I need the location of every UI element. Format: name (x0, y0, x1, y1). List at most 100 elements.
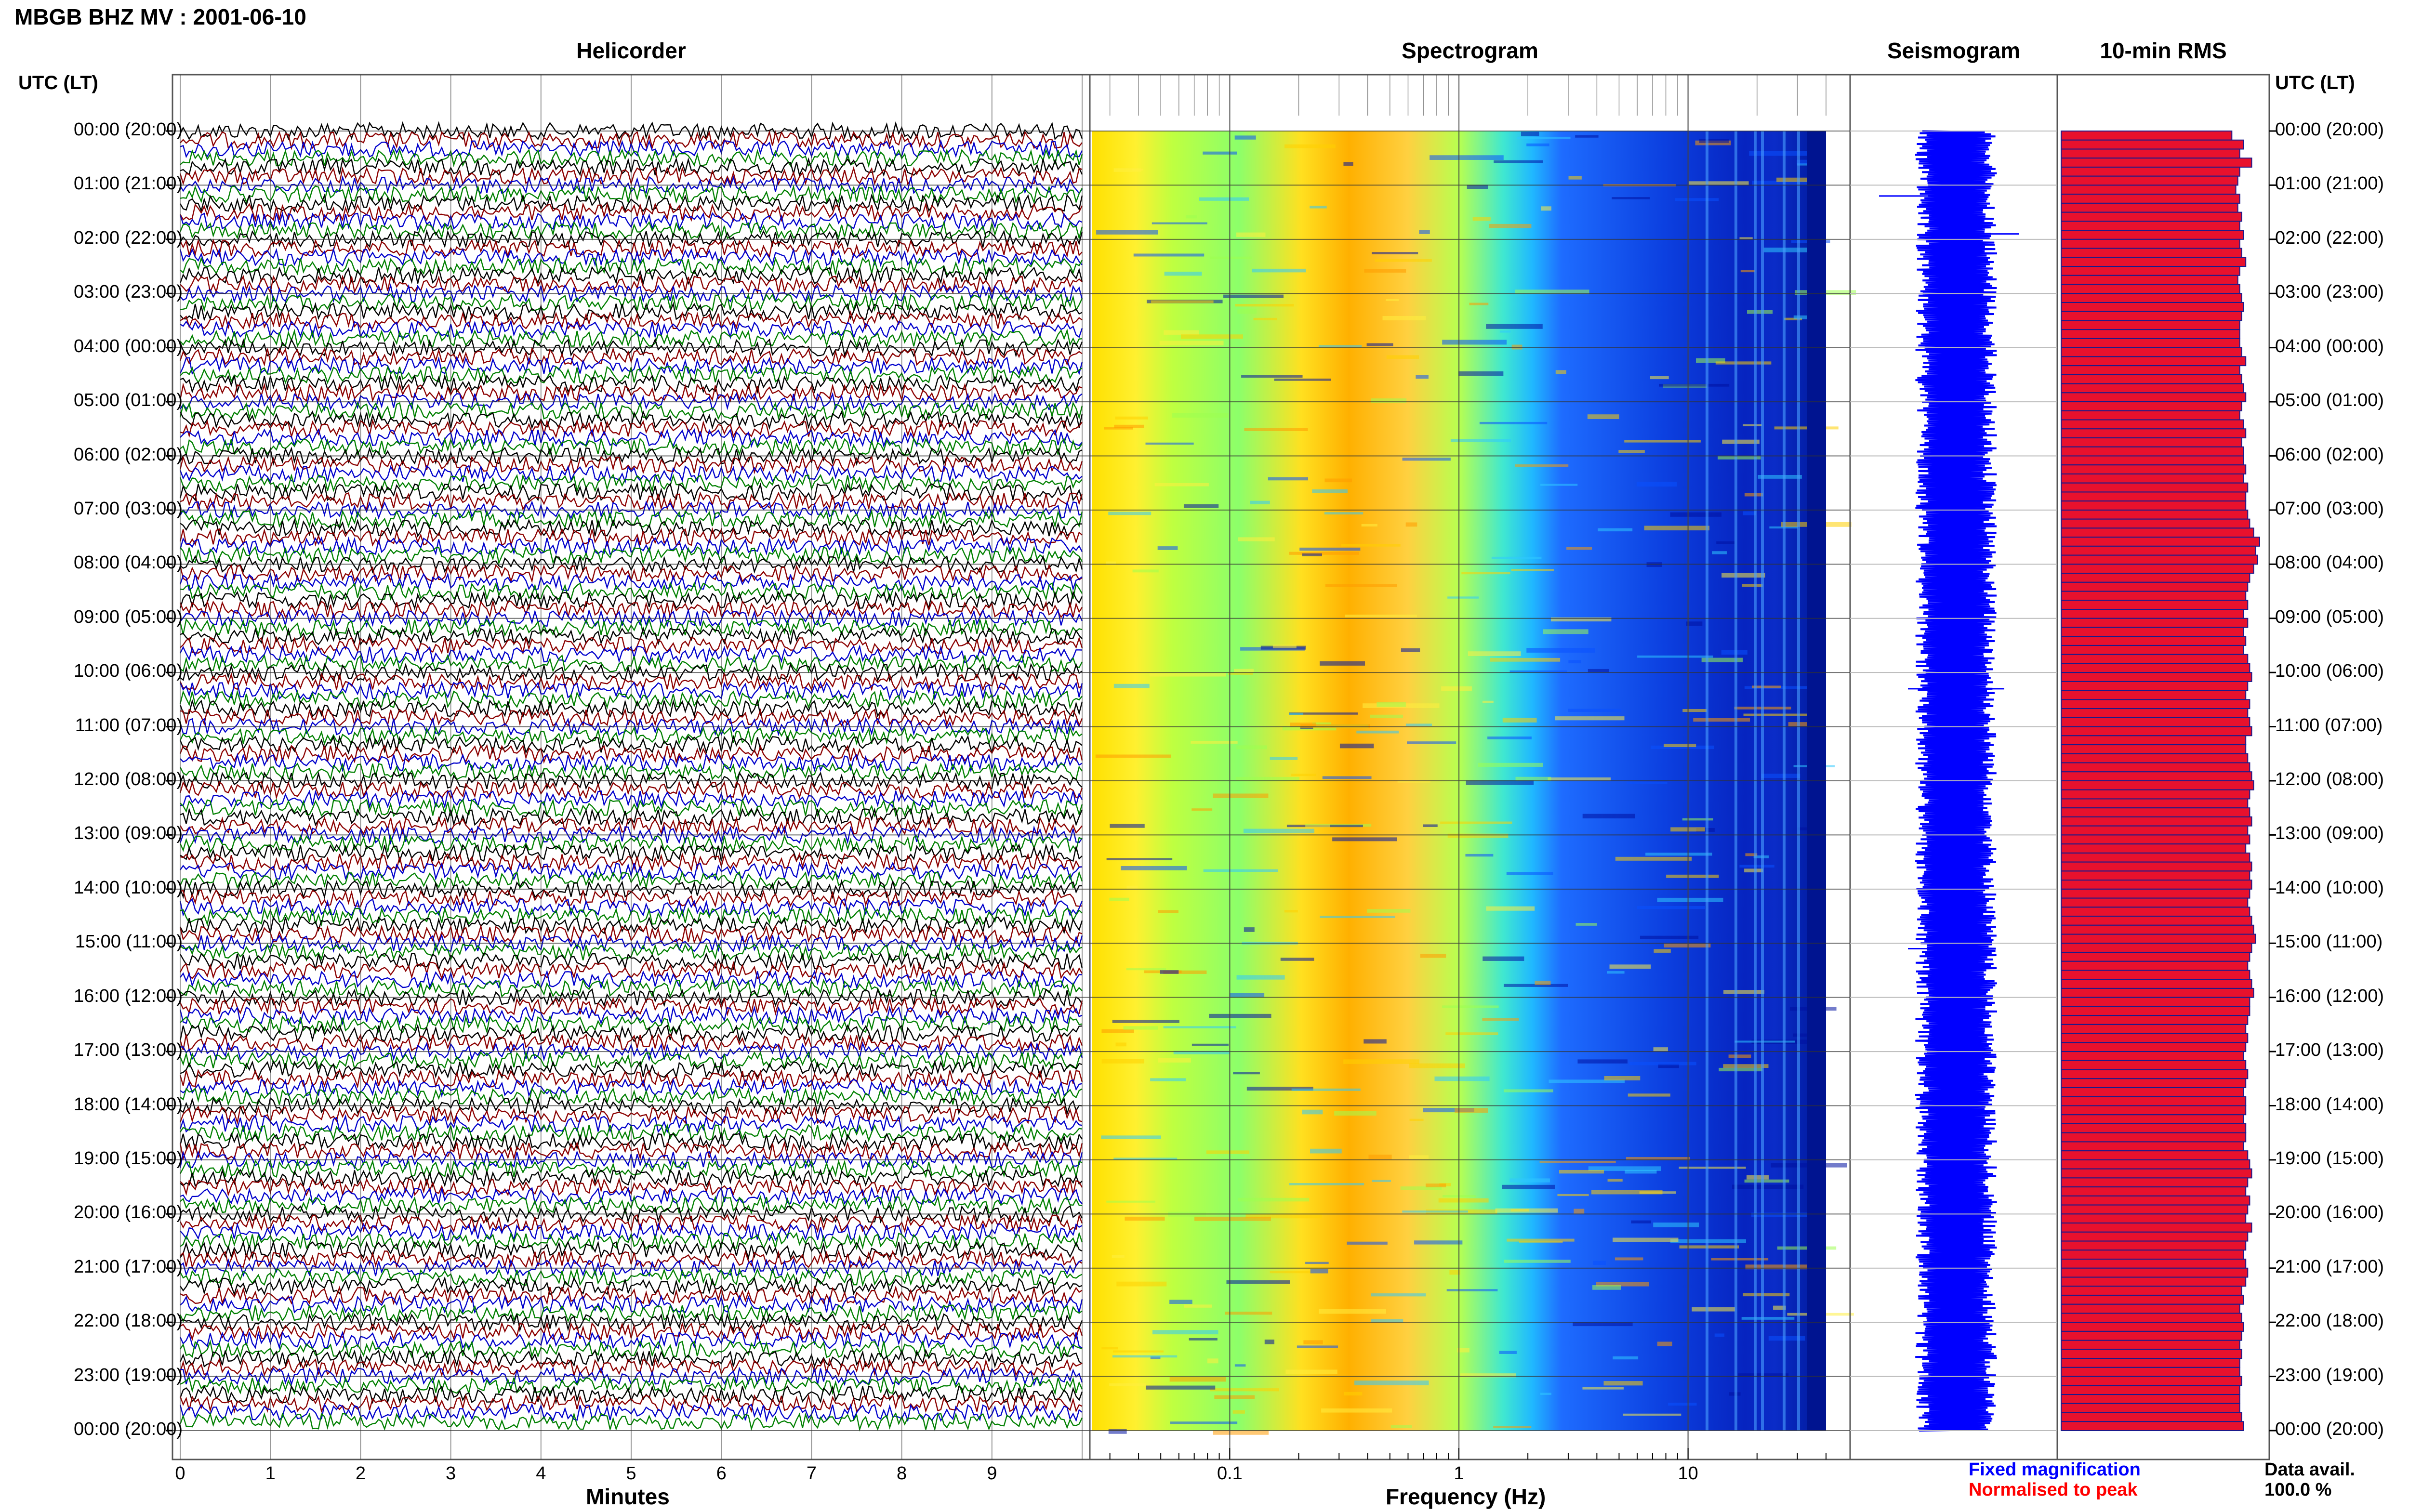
rms-bar (2061, 690, 2247, 700)
spectrogram-streak (1113, 1157, 1178, 1160)
rms-bar (2061, 410, 2240, 421)
spectrogram-streak (1272, 644, 1297, 648)
rms-bar (2061, 924, 2254, 935)
rms-bar (2061, 202, 2238, 213)
spectrogram-streak (1506, 872, 1553, 875)
rms-bar (2061, 1168, 2252, 1179)
spectrogram-streak (1657, 1341, 1672, 1346)
spectrogram-streak (1401, 648, 1420, 652)
spectrogram-streak (1607, 1179, 1623, 1182)
rms-bar (2061, 1358, 2240, 1368)
rms-bar (2061, 1159, 2250, 1170)
spectrogram-streak (1199, 197, 1249, 201)
rms-bar (2061, 916, 2252, 926)
spectrogram-streak (1366, 343, 1393, 346)
spectrogram-streak (1442, 1005, 1499, 1008)
spectrogram-streak (1482, 956, 1524, 961)
spectrogram-streak (1592, 1285, 1621, 1290)
rms-bar (2061, 735, 2247, 746)
spectrogram-streak (1499, 330, 1511, 333)
spectrogram-streak (1487, 736, 1532, 739)
spectrogram-streak (1372, 1180, 1391, 1182)
minute-tick-label: 9 (987, 1463, 997, 1484)
data-avail-value: 100.0 % (2264, 1480, 2332, 1500)
rms-bar (2061, 401, 2242, 411)
spectrogram-streak (1526, 648, 1595, 653)
spectrogram-streak (1430, 155, 1504, 160)
rms-bar (2061, 464, 2247, 474)
hour-label-right: 05:00 (01:00) (2275, 390, 2384, 411)
legend-normalised-to-peak: Normalised to peak (1969, 1480, 2138, 1500)
rms-bar (2061, 807, 2250, 817)
rms-title: 10-min RMS (2100, 38, 2227, 63)
spectrogram-streak (1121, 866, 1187, 870)
spectrogram-streak (1629, 1062, 1696, 1065)
spectrogram-streak (1591, 1190, 1663, 1195)
rms-bar (2061, 329, 2240, 339)
spectrogram-streak (1441, 686, 1472, 691)
spectrogram-streak (1236, 745, 1267, 749)
spectrogram-streak (1645, 853, 1712, 856)
spectrogram-streak (1238, 537, 1275, 541)
spectrogram-streak (1637, 655, 1713, 658)
spectrogram-streak (1110, 824, 1145, 828)
spectrogram-streak (1653, 1047, 1668, 1052)
spectrogram-streak (1244, 428, 1308, 431)
minute-tick-label: 7 (806, 1463, 817, 1484)
hour-label-right: 06:00 (02:00) (2275, 444, 2384, 465)
spectrogram-streak (1194, 1216, 1271, 1221)
hour-label-right: 14:00 (10:00) (2275, 877, 2384, 898)
rms-bar (2061, 1322, 2244, 1332)
spectrogram-streak (1491, 556, 1542, 559)
spectrogram-streak (1325, 584, 1397, 587)
spectrogram-streak (1285, 1369, 1337, 1374)
spectrogram-streak (1371, 1319, 1403, 1323)
spectrogram-streak (1693, 718, 1750, 722)
spectrogram-streak (1343, 162, 1353, 166)
rms-bar (2061, 482, 2249, 493)
spectrogram-streak (1159, 341, 1224, 346)
spectrogram-streak (1607, 971, 1625, 974)
legend-fixed-magnification: Fixed magnification (1969, 1459, 2141, 1480)
rms-bar (2061, 618, 2249, 628)
spectrogram-streak (1345, 614, 1417, 618)
spectrogram-streak (1302, 553, 1322, 556)
hour-label-right: 12:00 (08:00) (2275, 769, 2384, 789)
hour-label-left: 11:00 (07:00) (75, 715, 183, 736)
spectrogram-streak (1509, 1178, 1550, 1183)
spectrogram-streak (1526, 143, 1549, 146)
utc-label-right: UTC (LT) (2275, 72, 2355, 93)
rms-bar (2061, 681, 2249, 691)
rms-bar (2061, 248, 2242, 258)
hour-label-right: 04:00 (00:00) (2275, 336, 2384, 356)
spectrogram-streak (1372, 252, 1418, 254)
rms-bar (2061, 880, 2252, 890)
spectrogram-streak (1321, 1408, 1392, 1413)
spectrogram-streak (1751, 685, 1781, 688)
spectrogram-streak (1457, 1348, 1469, 1353)
rms-bar (2061, 320, 2240, 330)
hour-label-left: 17:00 (13:00) (73, 1040, 183, 1061)
rms-bar (2061, 1024, 2247, 1034)
spectrogram-streak (1225, 1312, 1272, 1315)
spectrogram-streak (1723, 990, 1765, 994)
spectrogram-streak (1747, 1175, 1769, 1180)
spectrogram-streak (1223, 294, 1284, 298)
minute-tick-label: 2 (355, 1463, 366, 1484)
spectrogram-streak (1515, 289, 1589, 294)
spectrogram-streak (1324, 478, 1352, 483)
rms-bar (2061, 1204, 2249, 1215)
spectrogram-streak (1164, 271, 1202, 276)
spectrogram-streak (1688, 181, 1749, 185)
spectrogram-streak (1793, 1033, 1816, 1037)
rms-bar (2061, 1267, 2249, 1278)
spectrogram-streak (1455, 1108, 1488, 1113)
spectrogram-streak (1566, 547, 1592, 550)
spectrogram-streak (1150, 1078, 1186, 1081)
minute-tick-label: 1 (265, 1463, 276, 1484)
rms-bar (2061, 798, 2249, 809)
rms-bar (2061, 1051, 2244, 1061)
spectrogram-streak (1207, 1358, 1218, 1364)
spectrogram-streak (1112, 1355, 1178, 1358)
spectrogram-streak (1732, 1184, 1804, 1189)
